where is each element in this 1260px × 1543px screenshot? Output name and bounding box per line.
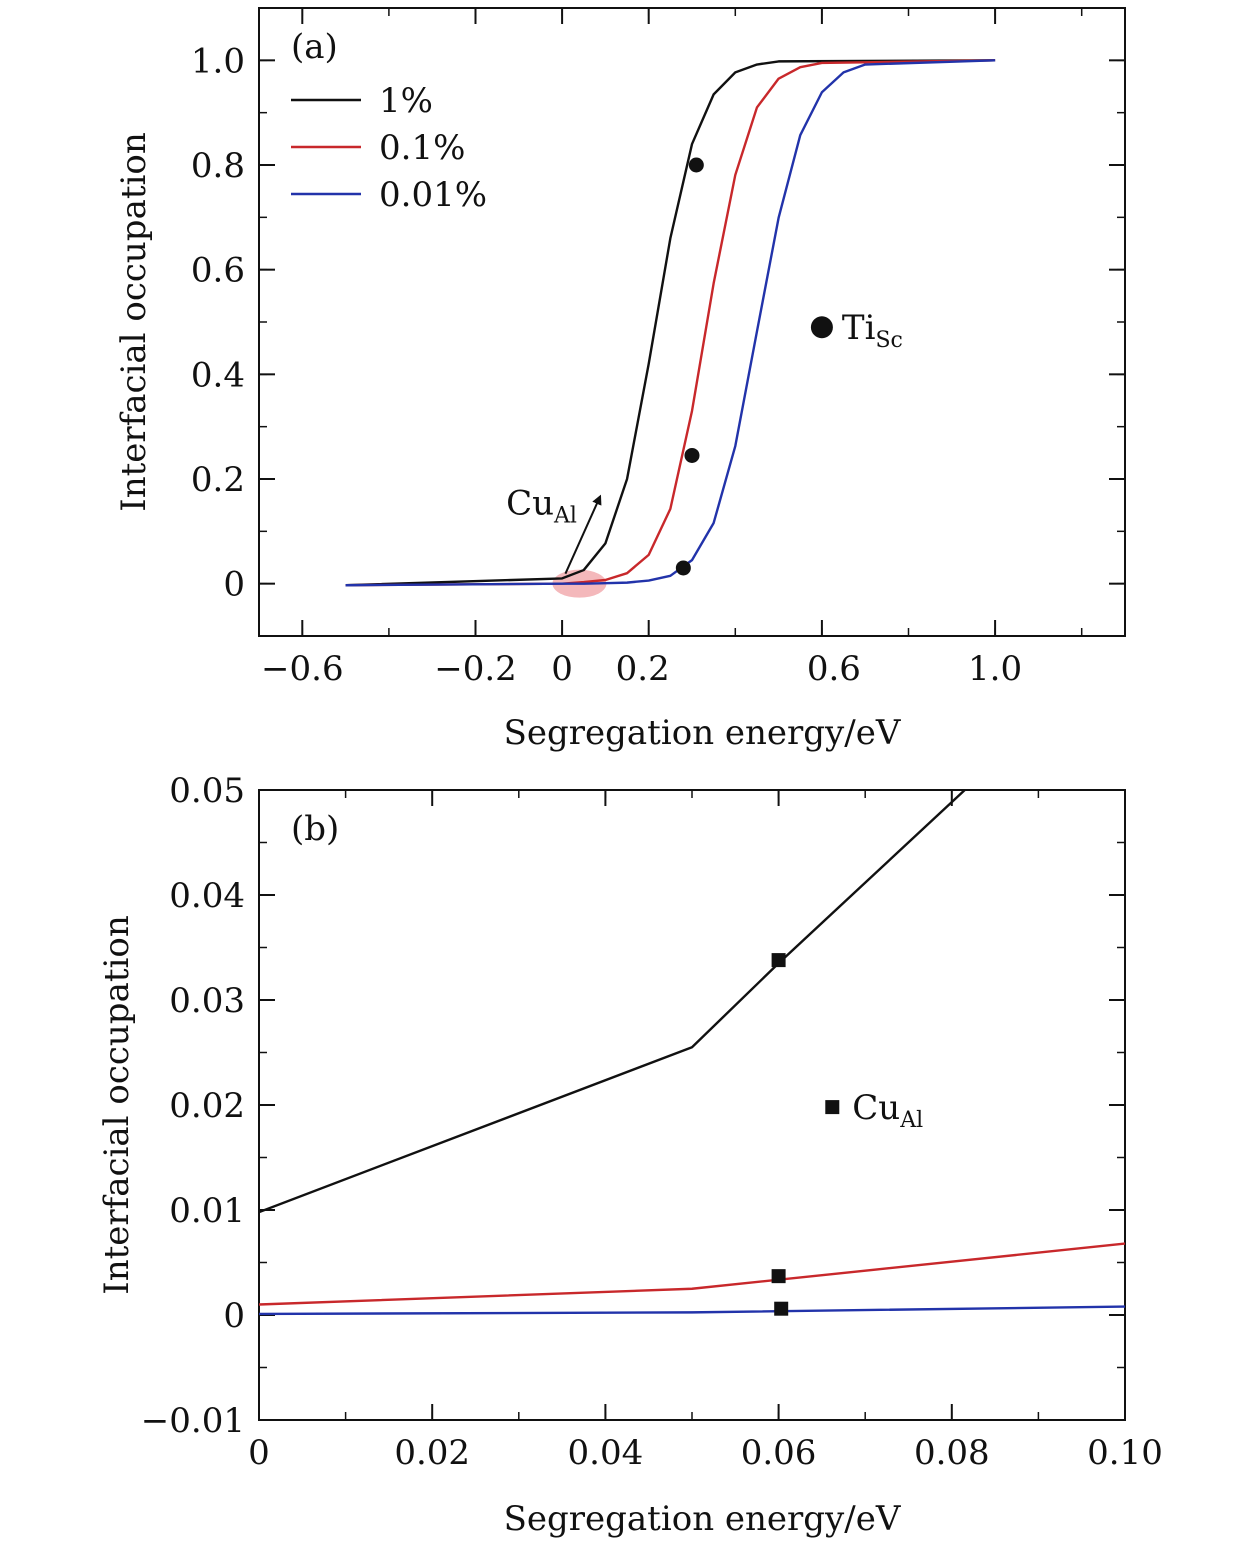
x-tick-label: 0.6 bbox=[807, 649, 861, 689]
x-tick-label: −0.2 bbox=[434, 649, 517, 689]
panel-label: (a) bbox=[291, 27, 338, 67]
y-tick-label: 0.2 bbox=[191, 460, 245, 500]
series-line-0-1pct bbox=[345, 59, 996, 587]
y-tick-label: 0 bbox=[223, 565, 245, 605]
data-point-marker bbox=[771, 953, 786, 968]
data-point-marker bbox=[688, 157, 704, 173]
y-tick-label: 1.0 bbox=[191, 41, 245, 81]
series-line-1pct bbox=[259, 790, 966, 1214]
y-tick-label: 0.04 bbox=[169, 876, 245, 916]
y-tick-label: 0.6 bbox=[191, 251, 245, 291]
ti-sc-label-subscript: Sc bbox=[875, 328, 902, 353]
y-tick-label: −0.01 bbox=[141, 1401, 245, 1441]
y-tick-label: 0.8 bbox=[191, 146, 245, 186]
panel-a-chart: −0.6 −0.2 0 0.2 0.6 1.0 0 0.2 0.4 0.6 0.8 1.0 Segreg… bbox=[114, 7, 1126, 753]
series-line-0-1pct bbox=[259, 1242, 1125, 1306]
series-line-0-01pct bbox=[259, 1305, 1125, 1316]
panel-label: (b) bbox=[291, 809, 339, 849]
x-tick-label: 0.2 bbox=[616, 649, 670, 689]
cu-al-arrow-label-subscript: Al bbox=[553, 503, 577, 528]
ti-sc-label-main: Ti bbox=[842, 308, 876, 348]
x-tick-label: −0.6 bbox=[261, 649, 344, 689]
x-axis-title: Segregation energy/eV bbox=[504, 1499, 902, 1539]
y-tick-label: 0.4 bbox=[191, 355, 245, 395]
cu-al-arrow-label-main: Cu bbox=[506, 483, 554, 523]
x-tick-label: 0 bbox=[248, 1433, 270, 1473]
x-axis-title: Segregation energy/eV bbox=[504, 713, 902, 753]
y-tick-label: 0.02 bbox=[169, 1086, 245, 1126]
x-tick-label: 0.06 bbox=[741, 1433, 817, 1473]
series-group bbox=[259, 790, 1125, 1316]
cu-al-arrow-label: CuAl bbox=[506, 483, 577, 528]
plot-frame bbox=[258, 789, 1126, 1421]
ti-sc-label: TiSc bbox=[842, 308, 903, 353]
panel-b-chart: 0 0.02 0.04 0.06 0.08 0.10−0.0100.010.020.030… bbox=[97, 771, 1163, 1539]
x-tick-label: 0.10 bbox=[1087, 1433, 1163, 1473]
data-point-marker bbox=[774, 1301, 789, 1316]
x-tick-label: 0.08 bbox=[914, 1433, 990, 1473]
legend-label: 1% bbox=[379, 81, 433, 121]
y-tick-label: 0.01 bbox=[169, 1191, 245, 1231]
cu-al-label-main: Cu bbox=[852, 1088, 900, 1128]
cu-al-label-subscript: Al bbox=[899, 1108, 923, 1133]
cu-al-label: CuAl bbox=[852, 1088, 923, 1133]
y-axis-title: Interfacial occupation bbox=[114, 132, 154, 511]
series-line-0-01pct bbox=[345, 59, 996, 587]
cu-al-arrow bbox=[564, 494, 602, 575]
data-point-marker bbox=[684, 447, 700, 463]
y-axis-title: Interfacial occupation bbox=[97, 915, 137, 1294]
y-tick-label: 0.05 bbox=[169, 771, 245, 811]
series-line-1pct bbox=[345, 59, 996, 587]
data-point-marker bbox=[771, 1269, 786, 1284]
y-tick-label: 0 bbox=[223, 1296, 245, 1336]
legend-label: 0.1% bbox=[379, 128, 465, 168]
cu-al-legend-marker bbox=[825, 1100, 840, 1115]
series-group bbox=[345, 59, 996, 587]
x-tick-label: 0.02 bbox=[394, 1433, 470, 1473]
y-tick-label: 0.03 bbox=[169, 981, 245, 1021]
legend-label: 0.01% bbox=[379, 175, 487, 215]
x-tick-label: 0.04 bbox=[568, 1433, 644, 1473]
x-tick-label: 1.0 bbox=[968, 649, 1022, 689]
data-point-marker bbox=[675, 560, 691, 576]
ti-sc-legend-marker bbox=[810, 316, 833, 339]
x-tick-label: 0 bbox=[551, 649, 573, 689]
